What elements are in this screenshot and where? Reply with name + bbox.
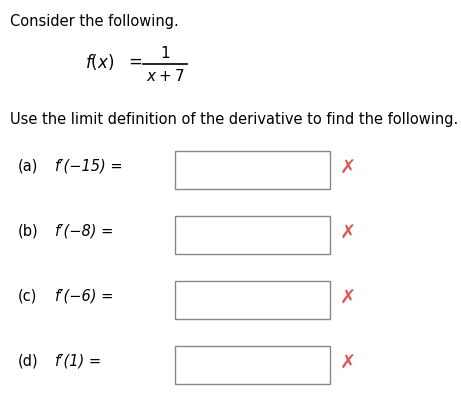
Text: Use the limit definition of the derivative to find the following.: Use the limit definition of the derivati… <box>10 112 458 127</box>
Text: (a): (a) <box>18 159 38 173</box>
Text: f′(−6) =: f′(−6) = <box>55 288 113 303</box>
Text: 1: 1 <box>160 47 170 61</box>
Bar <box>175 346 330 384</box>
Bar <box>175 151 330 189</box>
Text: $f(x)$: $f(x)$ <box>85 52 114 72</box>
Text: (c): (c) <box>18 288 37 303</box>
Text: =: = <box>128 53 142 71</box>
Text: f′(−8) =: f′(−8) = <box>55 223 113 238</box>
Text: (d): (d) <box>18 353 39 369</box>
Text: ✗: ✗ <box>340 288 356 308</box>
Text: f′(−15) =: f′(−15) = <box>55 159 123 173</box>
Text: f′(1) =: f′(1) = <box>55 353 101 369</box>
Text: ✗: ✗ <box>340 223 356 243</box>
Text: ✗: ✗ <box>340 159 356 178</box>
Bar <box>175 216 330 254</box>
Text: $x + 7$: $x + 7$ <box>146 68 184 84</box>
Text: Consider the following.: Consider the following. <box>10 14 179 29</box>
Text: ✗: ✗ <box>340 353 356 373</box>
Text: (b): (b) <box>18 223 39 238</box>
Bar <box>175 281 330 319</box>
